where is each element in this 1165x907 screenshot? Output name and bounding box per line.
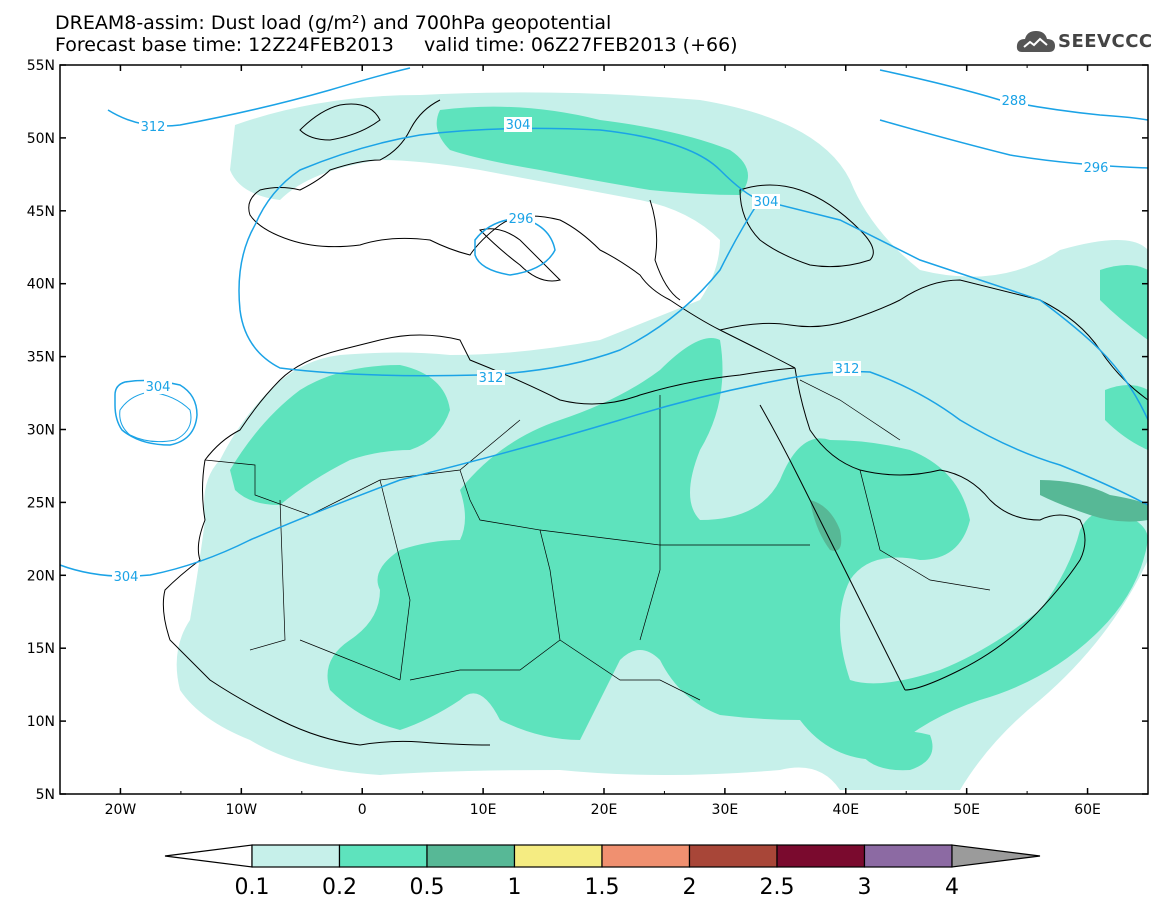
svg-text:304: 304 — [754, 195, 779, 210]
svg-text:288: 288 — [1002, 94, 1027, 109]
logo-text: SEEVCCC — [1058, 31, 1153, 52]
lat-label: 45N — [27, 204, 55, 220]
chart-title: DREAM8-assim: Dust load (g/m²) and 700hP… — [55, 12, 612, 34]
lon-label: 10W — [225, 802, 257, 818]
colorbar-label: 2.5 — [760, 875, 795, 900]
contour-label: 288 — [1000, 93, 1028, 109]
colorbar-below-arrow — [164, 844, 253, 868]
contour-label: 304 — [752, 194, 780, 210]
coastlines — [119, 99, 1149, 746]
colorbar-segment — [601, 844, 691, 868]
colorbar-label: 0.2 — [322, 875, 357, 900]
contour-label: 296 — [1082, 160, 1110, 176]
colorbar-label: 0.5 — [410, 875, 445, 900]
lon-label: 20W — [105, 802, 137, 818]
colorbar-above-arrow — [951, 844, 1041, 868]
svg-text:312: 312 — [141, 120, 166, 135]
svg-text:312: 312 — [479, 371, 504, 386]
svg-text:304: 304 — [114, 570, 139, 585]
colorbar-segment — [426, 844, 516, 868]
colorbar-label: 1 — [508, 875, 522, 900]
lon-ticks: 20W 10W 0 10E 20E 30E 40E 50E 60E — [59, 65, 1149, 818]
contour-label: 304 — [112, 569, 140, 585]
svg-text:304: 304 — [146, 380, 171, 395]
colorbar-label: 2 — [683, 875, 697, 900]
lat-label: 50N — [27, 131, 55, 147]
lon-label: 40E — [832, 802, 859, 818]
lon-label: 10E — [470, 802, 497, 818]
colorbar: 0.1 0.2 0.5 1 1.5 2 2.5 3 4 — [164, 844, 1041, 900]
colorbar-segment — [338, 844, 428, 868]
lat-label: 5N — [36, 787, 55, 803]
lat-label: 25N — [27, 495, 55, 511]
lat-label: 40N — [27, 277, 55, 293]
colorbar-segment — [776, 844, 866, 868]
lat-label: 15N — [27, 641, 55, 657]
lon-label: 60E — [1074, 802, 1101, 818]
lat-label: 35N — [27, 350, 55, 366]
lon-label: 20E — [591, 802, 618, 818]
colorbar-label: 1.5 — [585, 875, 620, 900]
forecast-time-line: Forecast base time: 12Z24FEB2013 valid t… — [55, 34, 738, 56]
lon-label: 0 — [358, 802, 367, 818]
colorbar-label: 4 — [945, 875, 959, 900]
dust-shading-high — [810, 480, 1148, 551]
lat-label: 30N — [27, 423, 55, 439]
colorbar-segment — [513, 844, 603, 868]
colorbar-segment — [688, 844, 778, 868]
cloud-icon — [1016, 31, 1055, 52]
svg-text:304: 304 — [506, 118, 531, 133]
colorbar-segment — [863, 844, 953, 868]
contour-label: 312 — [139, 119, 167, 135]
lat-label: 55N — [27, 58, 55, 74]
contour-label: 296 — [507, 211, 535, 227]
contour-labels: 312 304 288 296 296 304 304 312 312 304 — [112, 93, 1110, 585]
lat-label: 10N — [27, 714, 55, 730]
colorbar-label: 0.1 — [235, 875, 270, 900]
svg-text:312: 312 — [835, 362, 860, 377]
colorbar-label: 3 — [858, 875, 872, 900]
lat-ticks: 55N 50N 45N 40N 35N 30N 25N 20N 15N 10N 5N — [27, 58, 1148, 803]
lat-label: 20N — [27, 568, 55, 584]
seevccc-logo: SEEVCCC — [1016, 26, 1153, 58]
lon-label: 50E — [953, 802, 980, 818]
contour-label: 312 — [477, 370, 505, 386]
contour-label: 304 — [144, 379, 172, 395]
colorbar-segment — [251, 844, 341, 868]
contour-label: 312 — [833, 361, 861, 377]
contour-label: 304 — [504, 117, 532, 133]
svg-text:296: 296 — [1084, 161, 1109, 176]
lon-label: 30E — [712, 802, 739, 818]
country-borders — [204, 379, 991, 701]
svg-text:296: 296 — [509, 212, 534, 227]
